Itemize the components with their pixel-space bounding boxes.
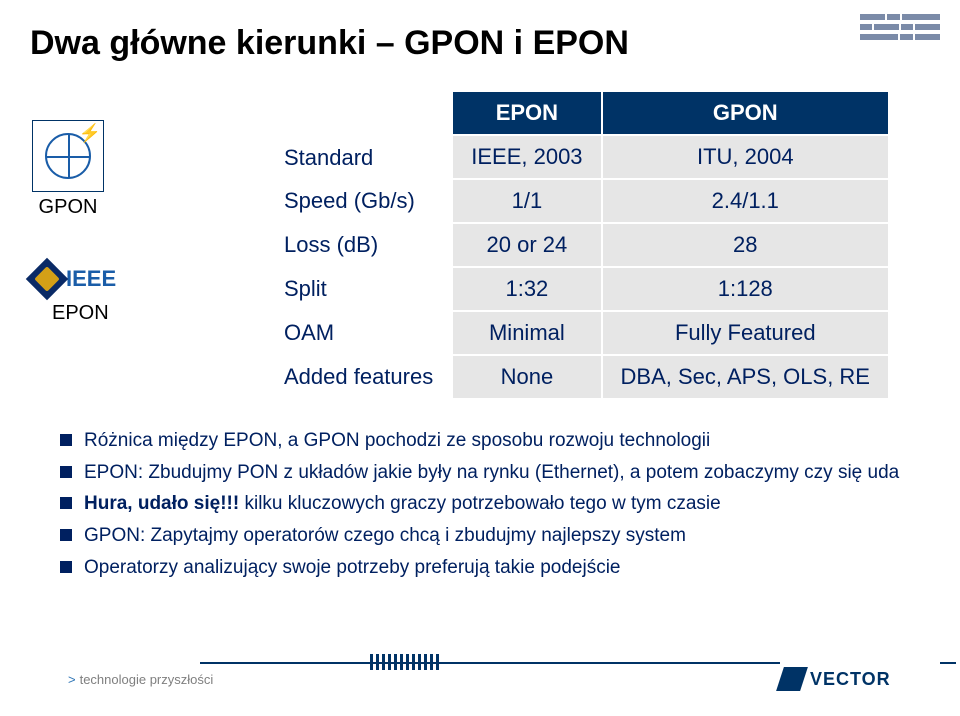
bullet-item: EPON: Zbudujmy PON z układów jakie były … bbox=[60, 460, 920, 486]
cell: IEEE, 2003 bbox=[452, 135, 601, 179]
cell: 1:128 bbox=[602, 267, 889, 311]
cell: 1/1 bbox=[452, 179, 601, 223]
bullet-item: Hura, udało się!!! kilku kluczowych grac… bbox=[60, 491, 920, 517]
decorative-bars bbox=[860, 14, 940, 64]
bullet-item: Operatorzy analizujący swoje potrzeby pr… bbox=[60, 555, 920, 581]
slide-title: Dwa główne kierunki – GPON i EPON bbox=[30, 24, 629, 63]
footer-text: > technologie przyszłości bbox=[68, 672, 213, 687]
row-label: Split bbox=[266, 267, 452, 311]
bullet-item: Różnica między EPON, a GPON pochodzi ze … bbox=[60, 428, 920, 454]
bullet-text: GPON: Zapytajmy operatorów czego chcą i … bbox=[84, 525, 686, 546]
comparison-table: EPON GPON Standard IEEE, 2003 ITU, 2004 … bbox=[265, 90, 890, 400]
table-header-row: EPON GPON bbox=[266, 91, 889, 135]
cell: None bbox=[452, 355, 601, 399]
table-header-epon: EPON bbox=[452, 91, 601, 135]
row-label: Added features bbox=[266, 355, 452, 399]
table-row: Loss (dB) 20 or 24 28 bbox=[266, 223, 889, 267]
table-row: Added features None DBA, Sec, APS, OLS, … bbox=[266, 355, 889, 399]
table-row: OAM Minimal Fully Featured bbox=[266, 311, 889, 355]
cell: 20 or 24 bbox=[452, 223, 601, 267]
bullet-text: kilku kluczowych graczy potrzebowało teg… bbox=[239, 493, 721, 514]
bullet-text: Operatorzy analizujący swoje potrzeby pr… bbox=[84, 557, 621, 578]
bullet-list: Różnica między EPON, a GPON pochodzi ze … bbox=[60, 428, 920, 586]
table-header-gpon: GPON bbox=[602, 91, 889, 135]
vector-logo-text: VECTOR bbox=[810, 669, 891, 690]
table-row: Split 1:32 1:128 bbox=[266, 267, 889, 311]
row-label: OAM bbox=[266, 311, 452, 355]
bullet-item: GPON: Zapytajmy operatorów czego chcą i … bbox=[60, 523, 920, 549]
cell: 1:32 bbox=[452, 267, 601, 311]
ieee-logo-block: IEEE EPON bbox=[32, 260, 162, 325]
cell: Fully Featured bbox=[602, 311, 889, 355]
cell: 2.4/1.1 bbox=[602, 179, 889, 223]
bullet-text: EPON: Zbudujmy PON z układów jakie były … bbox=[84, 462, 899, 483]
bullet-text: Różnica między EPON, a GPON pochodzi ze … bbox=[84, 430, 710, 451]
row-label: Loss (dB) bbox=[266, 223, 452, 267]
cell: ITU, 2004 bbox=[602, 135, 889, 179]
bullet-bold: Hura, udało się!!! bbox=[84, 493, 239, 514]
table-row: Speed (Gb/s) 1/1 2.4/1.1 bbox=[266, 179, 889, 223]
table-row: Standard IEEE, 2003 ITU, 2004 bbox=[266, 135, 889, 179]
itu-caption: GPON bbox=[32, 196, 104, 219]
row-label: Speed (Gb/s) bbox=[266, 179, 452, 223]
footer-ticks bbox=[370, 654, 439, 670]
footer: > technologie przyszłości VECTOR bbox=[0, 662, 960, 702]
row-label: Standard bbox=[266, 135, 452, 179]
ieee-logo-text: IEEE bbox=[66, 266, 116, 292]
cell: DBA, Sec, APS, OLS, RE bbox=[602, 355, 889, 399]
cell: 28 bbox=[602, 223, 889, 267]
table-header-blank bbox=[266, 91, 452, 135]
vector-logo: VECTOR bbox=[780, 662, 940, 696]
vector-mark-icon bbox=[776, 667, 808, 691]
footer-caret-icon: > bbox=[68, 672, 76, 687]
ieee-caption: EPON bbox=[52, 302, 162, 325]
ieee-logo-icon: IEEE bbox=[32, 260, 162, 298]
footer-tagline: technologie przyszłości bbox=[80, 672, 214, 687]
cell: Minimal bbox=[452, 311, 601, 355]
itu-logo-block: ⚡ GPON bbox=[32, 120, 104, 219]
itu-logo-icon: ⚡ bbox=[32, 120, 104, 192]
